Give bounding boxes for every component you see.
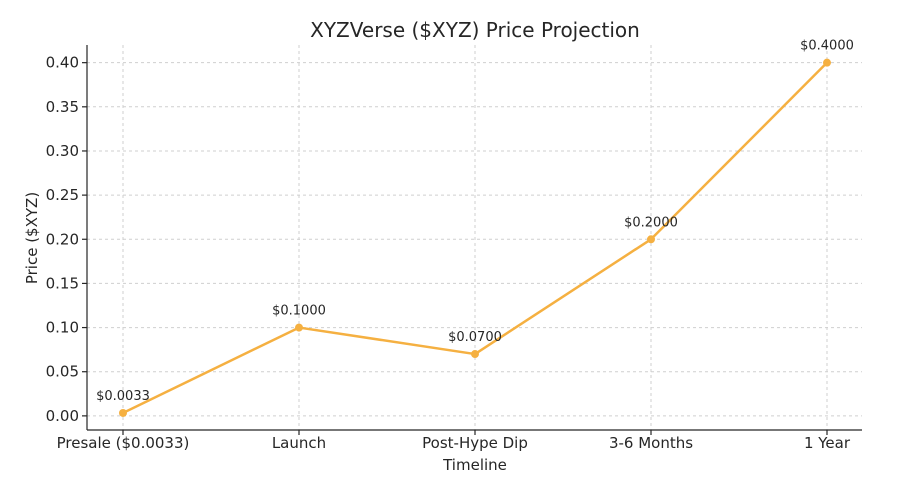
- y-tick-label: 0.25: [46, 186, 79, 204]
- chart-title: XYZVerse ($XYZ) Price Projection: [310, 18, 640, 42]
- data-label: $0.2000: [624, 215, 678, 230]
- grid: [87, 45, 862, 430]
- x-tick-label: Post-Hype Dip: [422, 434, 528, 452]
- data-label: $0.0700: [448, 330, 502, 345]
- x-tick-label: 3-6 Months: [609, 434, 693, 452]
- x-axis-title: Timeline: [442, 456, 507, 474]
- data-label: $0.4000: [800, 39, 854, 54]
- y-tick-label: 0.35: [46, 98, 79, 116]
- x-tick-label: Presale ($0.0033): [57, 434, 190, 452]
- data-point: [295, 323, 303, 332]
- y-tick-label: 0.00: [46, 407, 79, 425]
- data-point: [823, 58, 831, 67]
- x-tick-label: Launch: [272, 434, 326, 452]
- data-label: $0.0033: [96, 389, 150, 404]
- axes: 0.00 0.05 0.10 0.15 0.20 0.25 0.30 0.35 0.40 Pres…: [46, 45, 862, 452]
- data-point: [647, 235, 655, 244]
- data-label: $0.1000: [272, 304, 326, 319]
- y-tick-label: 0.20: [46, 230, 79, 248]
- data-point: [119, 408, 127, 417]
- series-price: [119, 58, 831, 417]
- y-tick-label: 0.05: [46, 363, 79, 381]
- y-tick-label: 0.40: [46, 54, 79, 72]
- y-tick-label: 0.30: [46, 142, 79, 160]
- x-tick-label: 1 Year: [804, 434, 851, 452]
- data-point: [471, 350, 479, 359]
- y-axis-title: Price ($XYZ): [23, 192, 41, 284]
- data-labels: $0.0033 $0.1000 $0.0700 $0.2000 $0.4000: [96, 39, 854, 404]
- y-tick-label: 0.15: [46, 274, 79, 292]
- y-tick-label: 0.10: [46, 319, 79, 337]
